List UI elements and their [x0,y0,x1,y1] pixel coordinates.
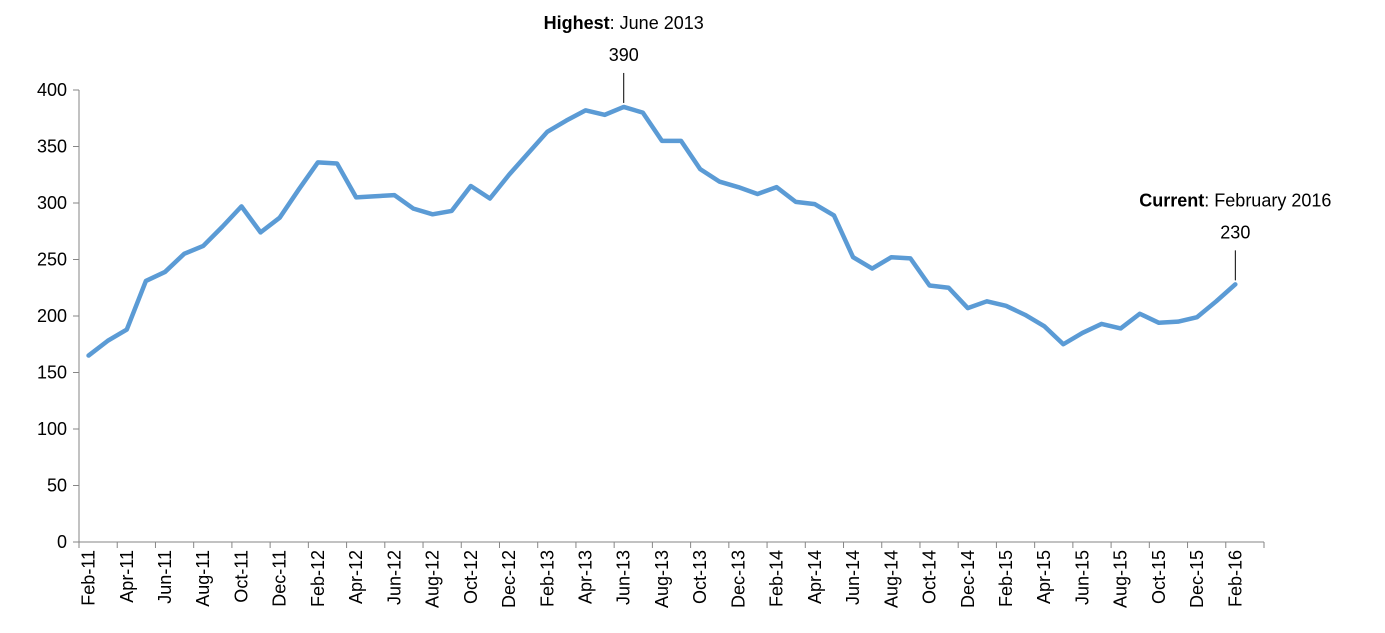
y-tick-label: 50 [47,476,67,496]
x-tick-label: Dec-11 [270,550,290,607]
x-tick-label: Feb-15 [996,550,1016,607]
x-tick-label: Apr-13 [575,550,595,604]
x-tick-label: Apr-12 [346,550,366,604]
annotation-title: Highest: June 2013 [544,13,704,33]
annotation-bold: Current [1139,190,1204,210]
x-tick-label: Jun-15 [1072,550,1092,605]
x-tick-label: Feb-11 [79,550,99,606]
y-tick-label: 350 [37,137,67,157]
x-tick-label: Feb-13 [537,550,557,607]
annotation-value: 230 [1220,222,1250,242]
data-line [86,104,1238,358]
x-tick-label: Aug-11 [193,550,213,607]
annotation-text: : February 2016 [1204,190,1331,210]
x-tick-label: Dec-14 [958,550,978,608]
x-tick-label: Dec-12 [499,550,519,608]
annotation-value: 390 [609,45,639,65]
x-tick-label: Apr-14 [805,550,825,604]
y-tick-label: 0 [57,532,67,552]
x-tick-label: Jun-12 [384,550,404,605]
x-tick-label: Aug-12 [423,550,443,608]
x-tick-label: Aug-14 [881,550,901,608]
y-tick-label: 300 [37,193,67,213]
x-tick-label: Jun-13 [614,550,634,605]
x-tick-label: Oct-11 [231,550,251,603]
x-tick-label: Oct-14 [920,550,940,604]
x-tick-label: Feb-12 [308,550,328,607]
x-tick-label: Feb-16 [1225,550,1245,607]
x-tick-label: Apr-15 [1034,550,1054,604]
x-tick-label: Oct-12 [461,550,481,604]
x-tick-label: Jun-11 [155,550,175,604]
x-tick-label: Jun-14 [843,550,863,605]
x-tick-label: Apr-11 [117,550,137,603]
x-tick-label: Aug-15 [1111,550,1131,608]
x-tick-label: Oct-15 [1149,550,1169,604]
y-tick-label: 250 [37,250,67,270]
x-tick-label: Oct-13 [690,550,710,604]
x-tick-label: Dec-13 [728,550,748,608]
annotation-bold: Highest [544,13,610,33]
y-tick-label: 200 [37,306,67,326]
y-tick-label: 100 [37,419,67,439]
annotation-title: Current: February 2016 [1139,190,1331,210]
y-tick-label: 150 [37,363,67,383]
x-tick-label: Dec-15 [1187,550,1207,608]
x-tick-label: Feb-14 [767,550,787,607]
x-tick-label: Aug-13 [652,550,672,608]
annotation-text: : June 2013 [610,13,704,33]
y-tick-label: 400 [37,80,67,100]
